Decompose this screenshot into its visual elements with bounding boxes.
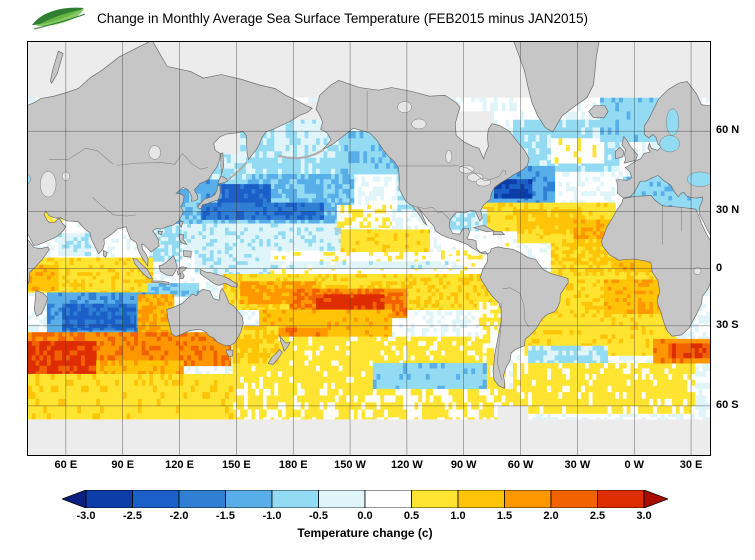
colorbar-tick-label: -2.0 xyxy=(169,510,189,522)
lat-tick-label: 60 N xyxy=(716,124,740,137)
map-frame xyxy=(27,41,711,456)
lat-tick-label: 60 S xyxy=(716,398,739,411)
colorbar-tick-label: 0.0 xyxy=(357,510,373,522)
latitude-axis: 60 N 30 N 0 30 S 60 S xyxy=(716,42,754,455)
colorbar-segment xyxy=(178,489,226,509)
colorbar-tick-label: 1.0 xyxy=(450,510,466,522)
lon-tick-label: 0 W xyxy=(624,459,644,471)
colorbar-tick-label: -3.0 xyxy=(76,510,96,522)
colorbar-left-arrow xyxy=(60,489,87,509)
colorbar-tick-label: -1.0 xyxy=(262,510,282,522)
colorbar-segment xyxy=(550,489,598,509)
longitude-axis: 60 E 90 E 120 E 150 E 180 E 150 W 120 W 90 W 60 … xyxy=(28,459,710,475)
header: Change in Monthly Average Sea Surface Te… xyxy=(0,0,755,40)
colorbar-segment xyxy=(271,489,319,509)
colorbar-segment xyxy=(457,489,505,509)
colorbar-segment xyxy=(85,489,133,509)
lon-tick-label: 120 W xyxy=(390,459,423,471)
colorbar-tick-label: -0.5 xyxy=(309,510,328,522)
colorbar-tick-labels: -3.0 -2.5 -2.0 -1.5 -1.0 -0.5 0.0 0.5 1.0 1.5 2.0 2… xyxy=(62,510,668,524)
colorbar-segment xyxy=(504,489,552,509)
lat-tick-label: 0 xyxy=(716,261,723,274)
colorbar-scale xyxy=(60,489,670,509)
colorbar-tick-label: -2.5 xyxy=(123,510,142,522)
lon-tick-label: 60 W xyxy=(507,459,534,471)
lon-tick-label: 90 E xyxy=(111,459,135,471)
colorbar-segment xyxy=(597,489,645,509)
colorbar-caption: Temperature change (c) xyxy=(297,526,433,540)
leaf-highlight xyxy=(36,9,84,27)
lon-tick-label: 30 W xyxy=(564,459,591,471)
lon-tick-label: 30 E xyxy=(679,459,703,471)
colorbar-tick-label: 1.5 xyxy=(496,510,513,522)
lon-tick-label: 150 E xyxy=(222,459,251,471)
lon-tick-label: 60 E xyxy=(54,459,78,471)
colorbar-tick-label: -1.5 xyxy=(216,510,235,522)
colorbar-segment xyxy=(318,489,366,509)
colorbar-segment xyxy=(225,489,273,509)
green-leaf-logo xyxy=(32,7,86,30)
colorbar-segment xyxy=(364,489,412,509)
leaf-stem xyxy=(33,13,86,30)
colorbar-right-arrow xyxy=(643,489,670,509)
colorbar-tick-label: 0.5 xyxy=(403,510,420,522)
world-map-canvas xyxy=(28,42,710,455)
colorbar-tick-label: 2.0 xyxy=(543,510,559,522)
lat-tick-label: 30 S xyxy=(716,318,739,331)
colorbar-segment xyxy=(411,489,459,509)
lon-tick-label: 90 W xyxy=(450,459,477,471)
lon-tick-label: 150 W xyxy=(334,459,366,471)
figure-title: Change in Monthly Average Sea Surface Te… xyxy=(97,11,589,26)
lon-tick-label: 180 E xyxy=(278,459,308,471)
colorbar-tick-label: 3.0 xyxy=(636,510,652,522)
lon-tick-label: 120 E xyxy=(165,459,194,471)
colorbar: -3.0 -2.5 -2.0 -1.5 -1.0 -0.5 0.0 0.5 1.0 1.5 2.0 2… xyxy=(60,489,670,546)
colorbar-segment xyxy=(132,489,180,509)
colorbar-tick-label: 2.5 xyxy=(589,510,606,522)
lat-tick-label: 30 N xyxy=(716,204,740,217)
